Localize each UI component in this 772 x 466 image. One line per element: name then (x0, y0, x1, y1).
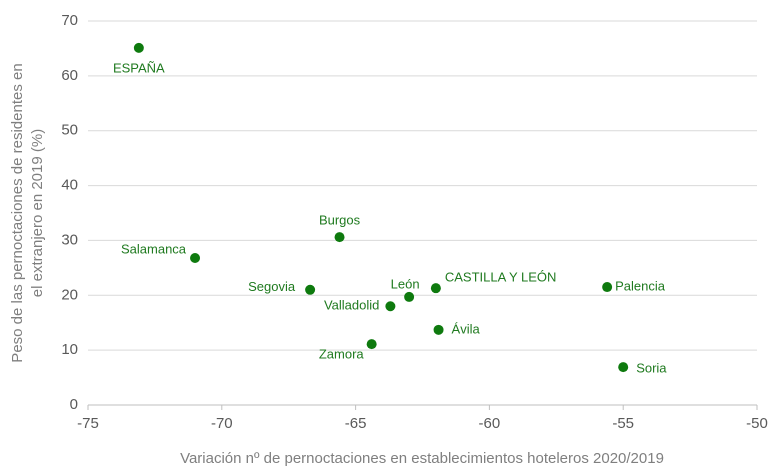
x-tick-label: -50 (746, 415, 768, 432)
point-label: Salamanca (121, 241, 187, 256)
point-label: León (391, 276, 420, 291)
point-label: Ávila (452, 321, 481, 336)
point-label: Valladolid (324, 298, 379, 313)
x-axis-title: Variación nº de pernoctaciones en establ… (180, 450, 664, 466)
y-tick-label: 40 (61, 177, 78, 194)
point (433, 324, 444, 335)
point (133, 42, 144, 53)
point-label: CASTILLA Y LEÓN (445, 270, 557, 285)
x-tick-label: -55 (612, 415, 634, 432)
point (385, 301, 396, 312)
y-tick-label: 0 (70, 396, 78, 413)
point (366, 339, 377, 350)
x-tick-label: -70 (211, 415, 233, 432)
x-tick-label: -65 (345, 415, 367, 432)
x-tick-label: -75 (77, 415, 99, 432)
y-tick-label: 20 (61, 286, 78, 303)
y-axis-title-line: el extranjero en 2019 (%) (29, 129, 46, 297)
y-tick-label: 50 (61, 122, 78, 139)
point (602, 282, 613, 293)
y-tick-label: 10 (61, 341, 78, 358)
point-label: Soria (636, 361, 667, 376)
point-label: Palencia (615, 278, 666, 293)
point (334, 232, 345, 243)
point (305, 284, 316, 295)
point (618, 362, 629, 373)
point (404, 291, 415, 302)
point (430, 283, 441, 294)
point-label: Burgos (319, 213, 361, 228)
y-tick-label: 70 (61, 12, 78, 29)
y-tick-label: 60 (61, 67, 78, 84)
x-tick-label: -60 (479, 415, 501, 432)
point-label: Segovia (248, 279, 296, 294)
y-axis-title: Peso de las pernoctaciones de residentes… (9, 63, 46, 362)
point-label: Zamora (319, 347, 365, 362)
y-axis-title-line: Peso de las pernoctaciones de residentes… (9, 63, 26, 362)
y-tick-label: 30 (61, 231, 78, 248)
point (190, 252, 201, 263)
point-label: ESPAÑA (113, 60, 165, 75)
